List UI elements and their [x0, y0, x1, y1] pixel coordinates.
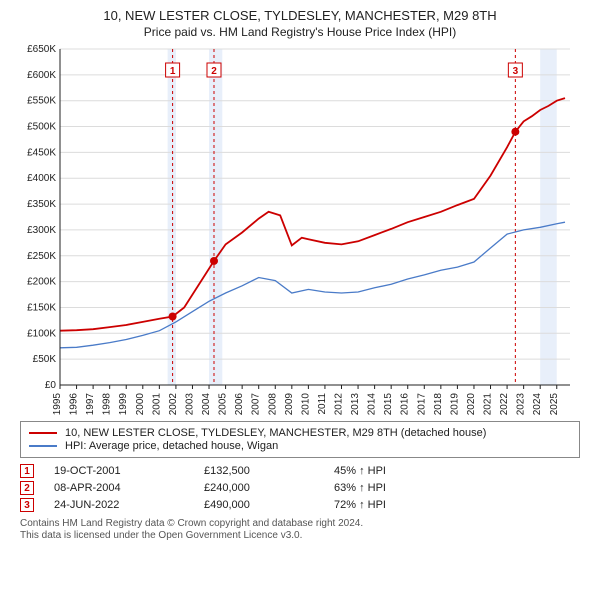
sale-pct: 45% ↑ HPI — [334, 465, 454, 477]
svg-text:£400K: £400K — [27, 173, 56, 184]
svg-text:2002: 2002 — [168, 393, 179, 415]
title-address: 10, NEW LESTER CLOSE, TYLDESLEY, MANCHES… — [10, 8, 590, 23]
sale-date: 19-OCT-2001 — [54, 465, 204, 477]
legend-swatch — [29, 445, 57, 447]
svg-text:£300K: £300K — [27, 225, 56, 236]
sale-pct: 72% ↑ HPI — [334, 499, 454, 511]
sale-marker: 1 — [20, 464, 34, 478]
price-chart-svg: £0 £50K £100K £150K £200K £250K £300K £350K £400… — [20, 45, 580, 415]
sale-row: 1 19-OCT-2001£132,50045% ↑ HPI — [20, 464, 580, 478]
svg-text:2017: 2017 — [416, 393, 427, 415]
sale-pct: 63% ↑ HPI — [334, 482, 454, 494]
svg-text:1997: 1997 — [85, 393, 96, 415]
legend-label: 10, NEW LESTER CLOSE, TYLDESLEY, MANCHES… — [65, 427, 486, 439]
svg-text:2024: 2024 — [532, 393, 543, 415]
sale-date: 08-APR-2004 — [54, 482, 204, 494]
legend-swatch — [29, 432, 57, 434]
svg-text:£100K: £100K — [27, 328, 56, 339]
svg-text:1998: 1998 — [102, 393, 113, 415]
attribution: Contains HM Land Registry data © Crown c… — [20, 518, 580, 541]
sale-price: £240,000 — [204, 482, 334, 494]
svg-text:2023: 2023 — [516, 393, 527, 415]
legend-row: HPI: Average price, detached house, Wiga… — [29, 440, 571, 452]
svg-text:1995: 1995 — [52, 393, 63, 415]
svg-text:£250K: £250K — [27, 251, 56, 262]
svg-text:£0: £0 — [45, 380, 57, 391]
legend: 10, NEW LESTER CLOSE, TYLDESLEY, MANCHES… — [20, 421, 580, 458]
sale-date: 24-JUN-2022 — [54, 499, 204, 511]
svg-text:£150K: £150K — [27, 302, 56, 313]
svg-text:2022: 2022 — [499, 393, 510, 415]
svg-text:2012: 2012 — [333, 393, 344, 415]
svg-text:1996: 1996 — [69, 393, 80, 415]
svg-text:2003: 2003 — [184, 393, 195, 415]
svg-text:£50K: £50K — [33, 354, 57, 365]
svg-text:2001: 2001 — [151, 393, 162, 415]
legend-row: 10, NEW LESTER CLOSE, TYLDESLEY, MANCHES… — [29, 427, 571, 439]
svg-text:£200K: £200K — [27, 277, 56, 288]
svg-text:2005: 2005 — [218, 393, 229, 415]
svg-text:2010: 2010 — [300, 393, 311, 415]
svg-text:£600K: £600K — [27, 70, 56, 81]
svg-text:2013: 2013 — [350, 393, 361, 415]
sale-price: £132,500 — [204, 465, 334, 477]
svg-text:2007: 2007 — [251, 393, 262, 415]
svg-text:£550K: £550K — [27, 96, 56, 107]
svg-text:£350K: £350K — [27, 199, 56, 210]
svg-text:2025: 2025 — [549, 393, 560, 415]
svg-text:3: 3 — [513, 66, 519, 77]
attribution-line1: Contains HM Land Registry data © Crown c… — [20, 518, 580, 529]
sale-marker: 3 — [20, 498, 34, 512]
svg-text:2016: 2016 — [400, 393, 411, 415]
svg-text:2008: 2008 — [267, 393, 278, 415]
legend-label: HPI: Average price, detached house, Wiga… — [65, 440, 278, 452]
svg-text:2021: 2021 — [483, 393, 494, 415]
svg-text:£450K: £450K — [27, 147, 56, 158]
svg-text:2015: 2015 — [383, 393, 394, 415]
svg-text:2018: 2018 — [433, 393, 444, 415]
svg-text:2: 2 — [211, 66, 217, 77]
svg-text:2004: 2004 — [201, 393, 212, 415]
sale-price: £490,000 — [204, 499, 334, 511]
svg-text:2019: 2019 — [449, 393, 460, 415]
svg-text:£650K: £650K — [27, 45, 56, 55]
title-block: 10, NEW LESTER CLOSE, TYLDESLEY, MANCHES… — [10, 8, 590, 39]
chart-area: £0 £50K £100K £150K £200K £250K £300K £350K £400… — [20, 45, 580, 415]
svg-text:1: 1 — [170, 66, 176, 77]
sales-table: 1 19-OCT-2001£132,50045% ↑ HPI 2 08-APR-200… — [20, 464, 580, 512]
svg-text:2014: 2014 — [367, 393, 378, 415]
svg-text:2000: 2000 — [135, 393, 146, 415]
svg-text:2011: 2011 — [317, 393, 328, 415]
svg-text:1999: 1999 — [118, 393, 129, 415]
svg-text:2009: 2009 — [284, 393, 295, 415]
sale-row: 3 24-JUN-2022£490,00072% ↑ HPI — [20, 498, 580, 512]
svg-text:2006: 2006 — [234, 393, 245, 415]
svg-text:£500K: £500K — [27, 122, 56, 133]
sale-marker: 2 — [20, 481, 34, 495]
sale-row: 2 08-APR-2004£240,00063% ↑ HPI — [20, 481, 580, 495]
svg-text:2020: 2020 — [466, 393, 477, 415]
attribution-line2: This data is licensed under the Open Gov… — [20, 530, 580, 541]
chart-container: 10, NEW LESTER CLOSE, TYLDESLEY, MANCHES… — [0, 0, 600, 550]
title-subtitle: Price paid vs. HM Land Registry's House … — [10, 25, 590, 39]
